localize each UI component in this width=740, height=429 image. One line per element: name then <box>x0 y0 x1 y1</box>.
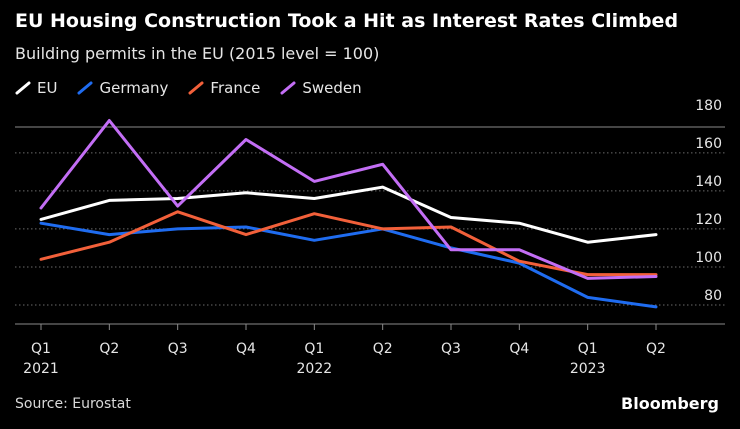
legend-label: France <box>210 79 261 97</box>
x-tick-label: Q3 <box>168 341 188 357</box>
y-tick-label: 120 <box>695 212 722 228</box>
source-note: Source: Eurostat <box>15 396 131 412</box>
x-year-label: 2022 <box>297 361 333 377</box>
legend-label: Sweden <box>302 79 362 97</box>
legend-swatch <box>280 81 296 95</box>
y-tick-label: 140 <box>695 174 722 190</box>
legend-swatch <box>188 81 204 95</box>
legend-swatch <box>77 81 93 95</box>
legend-item-eu: EU <box>15 79 57 97</box>
series-line-france <box>39 210 658 277</box>
x-year-label: 2021 <box>23 361 59 377</box>
x-year-label: 2023 <box>570 361 606 377</box>
x-tick-label: Q1 <box>304 341 324 357</box>
x-tick-label: Q1 <box>31 341 51 357</box>
x-tick-label: Q3 <box>441 341 461 357</box>
legend: EU Germany France Sweden <box>15 79 362 97</box>
y-tick-label: 160 <box>695 136 722 152</box>
y-tick-label: 180 <box>695 98 722 114</box>
chart-subtitle: Building permits in the EU (2015 level =… <box>15 44 380 63</box>
series-line-germany <box>39 221 658 309</box>
legend-swatch <box>15 81 31 95</box>
chart-title: EU Housing Construction Took a Hit as In… <box>15 10 679 32</box>
legend-item-germany: Germany <box>77 79 168 97</box>
x-tick-label: Q4 <box>509 341 529 357</box>
bloomberg-logo: Bloomberg <box>621 394 719 413</box>
x-tick-label: Q4 <box>236 341 256 357</box>
legend-label: Germany <box>99 79 169 97</box>
legend-item-sweden: Sweden <box>280 79 362 97</box>
x-tick-label: Q2 <box>646 341 666 357</box>
x-tick-label: Q2 <box>99 341 119 357</box>
legend-item-france: France <box>188 79 260 97</box>
legend-label: EU <box>37 79 58 97</box>
x-tick-label: Q2 <box>373 341 393 357</box>
y-tick-label: 80 <box>704 288 722 304</box>
series-line-eu <box>39 185 658 244</box>
x-tick-label: Q1 <box>578 341 598 357</box>
y-tick-label: 100 <box>695 250 722 266</box>
series-line-sweden <box>39 119 658 280</box>
